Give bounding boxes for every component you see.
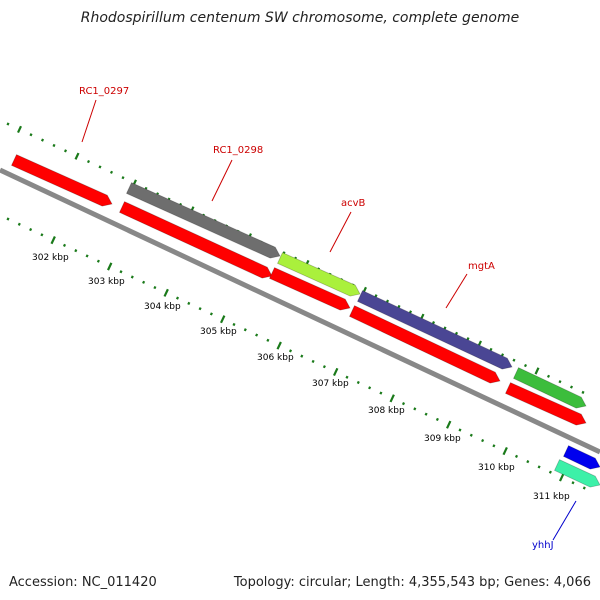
minor-tick xyxy=(245,329,246,331)
minor-tick xyxy=(143,281,144,283)
minor-tick xyxy=(75,250,76,252)
minor-tick xyxy=(7,123,8,125)
minor-tick xyxy=(111,171,112,173)
minor-tick xyxy=(550,471,551,473)
major-tick xyxy=(18,126,21,132)
minor-tick xyxy=(548,375,549,377)
scale-label: 306 kbp xyxy=(257,353,294,363)
major-tick xyxy=(504,447,507,454)
minor-tick xyxy=(98,260,99,262)
minor-tick xyxy=(290,350,291,352)
minor-tick xyxy=(525,364,526,366)
scale-label: 311 kbp xyxy=(533,492,570,502)
major-tick xyxy=(278,342,281,349)
major-tick xyxy=(108,263,111,270)
minor-tick xyxy=(7,218,8,220)
minor-tick xyxy=(437,418,438,420)
minor-tick xyxy=(471,434,472,436)
minor-tick xyxy=(30,134,31,136)
label-leaders: RC1_0297 RC1_0298 acvB mgtA yhhJ xyxy=(79,86,576,551)
minor-tick xyxy=(30,228,31,230)
minor-tick xyxy=(571,386,572,388)
major-tick xyxy=(391,395,394,402)
minor-tick xyxy=(459,429,460,431)
gene-label: mgtA xyxy=(468,261,495,272)
scale-label: 302 kbp xyxy=(32,253,69,263)
map-title: Rhodospirillum centenum SW chromosome, c… xyxy=(81,10,520,26)
leader-line xyxy=(212,160,232,201)
gene-label: acvB xyxy=(341,198,366,209)
minor-tick xyxy=(177,297,178,299)
minor-tick xyxy=(324,366,325,368)
minor-tick xyxy=(211,313,212,315)
backbone-line xyxy=(0,170,600,452)
gene-label: RC1_0298 xyxy=(213,145,263,156)
minor-tick xyxy=(572,482,573,484)
major-tick xyxy=(221,316,224,323)
gene-label: yhhJ xyxy=(532,540,554,551)
scale-label: 305 kbp xyxy=(200,327,237,337)
minor-tick xyxy=(42,139,43,141)
major-tick xyxy=(560,474,563,481)
minor-tick xyxy=(584,487,585,489)
scale-label: 307 kbp xyxy=(312,379,349,389)
minor-tick xyxy=(527,461,528,463)
leader-line xyxy=(82,100,96,142)
minor-tick xyxy=(582,391,583,393)
leader-line xyxy=(446,274,467,308)
minor-tick xyxy=(233,323,234,325)
minor-tick xyxy=(65,150,66,152)
major-tick xyxy=(536,368,539,374)
minor-tick xyxy=(380,392,381,394)
minor-tick xyxy=(122,177,123,179)
minor-tick xyxy=(539,466,540,468)
minor-tick xyxy=(154,286,155,288)
minor-tick xyxy=(88,160,89,162)
minor-tick xyxy=(313,360,314,362)
minor-tick xyxy=(403,402,404,404)
minor-tick xyxy=(188,302,189,304)
scale-label: 303 kbp xyxy=(88,277,125,287)
minor-tick xyxy=(64,244,65,246)
minor-tick xyxy=(426,413,427,415)
accession-text: Accession: NC_011420 xyxy=(9,575,157,590)
minor-tick xyxy=(369,387,370,389)
minor-tick xyxy=(482,439,483,441)
minor-tick xyxy=(516,455,517,457)
major-tick xyxy=(52,236,55,243)
major-tick xyxy=(447,421,450,428)
minor-tick xyxy=(19,223,20,225)
leader-line xyxy=(330,212,351,252)
minor-tick xyxy=(358,381,359,383)
minor-tick xyxy=(99,166,100,168)
scale-label: 310 kbp xyxy=(478,463,515,473)
minor-tick xyxy=(414,408,415,410)
major-tick xyxy=(76,153,79,159)
feature-track xyxy=(12,155,600,488)
minor-tick xyxy=(559,381,560,383)
minor-tick xyxy=(301,355,302,357)
minor-tick xyxy=(41,234,42,236)
gene-label: RC1_0297 xyxy=(79,86,129,97)
scale-label: 308 kbp xyxy=(368,406,405,416)
scale-label: 309 kbp xyxy=(424,434,461,444)
minor-tick xyxy=(513,359,514,361)
minor-tick xyxy=(256,334,257,336)
genome-map: Rhodospirillum centenum SW chromosome, c… xyxy=(0,0,600,600)
genome-summary-text: Topology: circular; Length: 4,355,543 bp… xyxy=(233,575,591,590)
major-tick xyxy=(165,289,168,296)
minor-tick xyxy=(493,445,494,447)
leader-line xyxy=(553,501,576,540)
major-tick xyxy=(334,368,337,375)
scale-label: 304 kbp xyxy=(144,302,181,312)
minor-tick xyxy=(132,276,133,278)
minor-tick xyxy=(120,271,121,273)
minor-tick xyxy=(267,339,268,341)
minor-tick xyxy=(200,308,201,310)
minor-tick xyxy=(87,255,88,257)
minor-tick xyxy=(53,144,54,146)
